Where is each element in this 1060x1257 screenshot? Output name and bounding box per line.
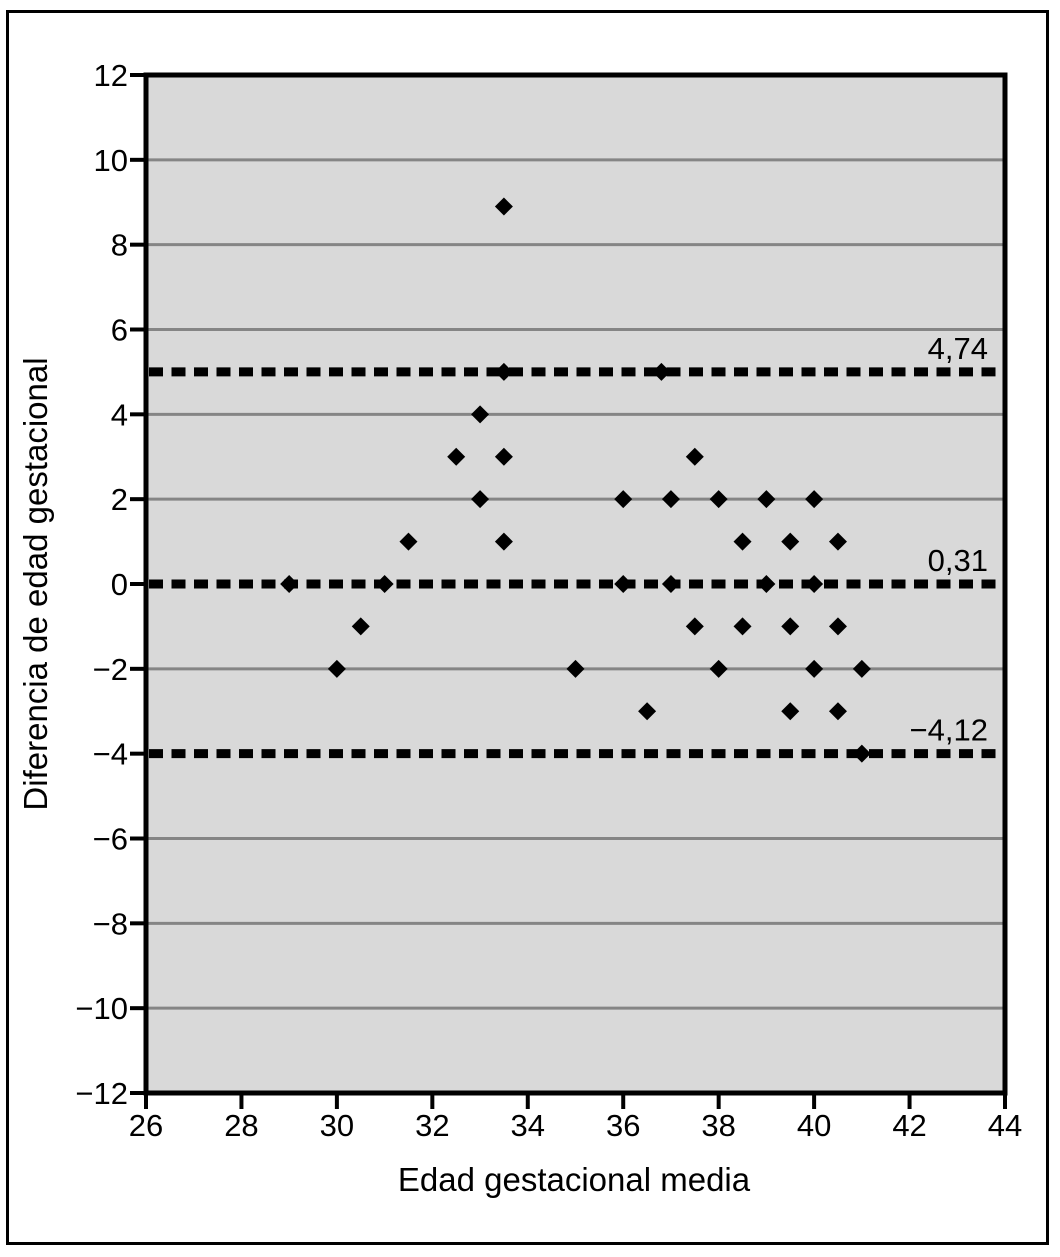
data-point (566, 659, 585, 678)
y-tick-label--12: −12 (75, 1076, 128, 1111)
x-axis-title: Edad gestacional media (397, 1161, 751, 1198)
data-point (685, 447, 704, 466)
data-point (638, 702, 657, 721)
data-point (757, 490, 776, 509)
data-point (685, 617, 704, 636)
y-tick-label-2: 2 (111, 482, 128, 517)
data-point (852, 659, 871, 678)
data-point (471, 405, 490, 424)
plot-frame (143, 72, 1008, 1096)
data-point (494, 197, 513, 216)
y-tick-label--6: −6 (93, 822, 128, 857)
x-tick-label-38: 38 (701, 1108, 735, 1143)
x-tick-label-30: 30 (320, 1108, 354, 1143)
data-point (614, 575, 633, 593)
x-tick-label-26: 26 (129, 1108, 163, 1143)
x-tick-label-40: 40 (797, 1108, 831, 1143)
data-point (805, 575, 824, 593)
data-point (447, 447, 466, 466)
data-point (828, 702, 847, 721)
x-tick-label-34: 34 (511, 1108, 545, 1143)
y-tick-label--2: −2 (93, 652, 128, 687)
data-point (805, 659, 824, 678)
data-point (351, 617, 370, 636)
y-tick-label-12: 12 (94, 58, 128, 93)
data-point (805, 490, 824, 509)
data-point (828, 617, 847, 636)
data-point (852, 744, 871, 763)
data-point (327, 659, 346, 678)
limit-label-lower: −4,12 (910, 713, 988, 748)
data-point (494, 362, 513, 381)
data-point (652, 362, 671, 381)
y-tick-label-8: 8 (111, 228, 128, 263)
limit-label-upper: 4,74 (928, 331, 988, 366)
y-tick-label-10: 10 (94, 143, 128, 178)
data-point (661, 575, 680, 593)
data-point (828, 532, 847, 551)
data-point (733, 617, 752, 636)
x-tick-label-28: 28 (224, 1108, 258, 1143)
y-tick-label--10: −10 (75, 991, 128, 1026)
data-point (375, 575, 394, 593)
data-point (733, 532, 752, 551)
data-point (399, 532, 418, 551)
y-tick-label-6: 6 (111, 313, 128, 348)
data-point (781, 702, 800, 721)
data-point (614, 490, 633, 509)
data-point (494, 532, 513, 551)
y-tick-label-4: 4 (111, 397, 128, 432)
data-point (709, 490, 728, 509)
x-tick-label-36: 36 (606, 1108, 640, 1143)
y-axis-title: Diferencia de edad gestacional (17, 357, 54, 811)
limit-label-mean: 0,31 (928, 543, 988, 578)
data-point (471, 490, 490, 509)
x-tick-label-44: 44 (988, 1108, 1022, 1143)
x-tick-label-32: 32 (415, 1108, 449, 1143)
data-point (494, 447, 513, 466)
data-point (661, 490, 680, 509)
data-point (781, 532, 800, 551)
y-tick-label--8: −8 (93, 906, 128, 941)
data-point (757, 575, 776, 593)
data-point (781, 617, 800, 636)
y-tick-label--4: −4 (93, 737, 128, 772)
data-point (280, 575, 299, 593)
x-tick-label-42: 42 (892, 1108, 926, 1143)
y-tick-label-0: 0 (111, 567, 128, 602)
data-point (709, 659, 728, 678)
